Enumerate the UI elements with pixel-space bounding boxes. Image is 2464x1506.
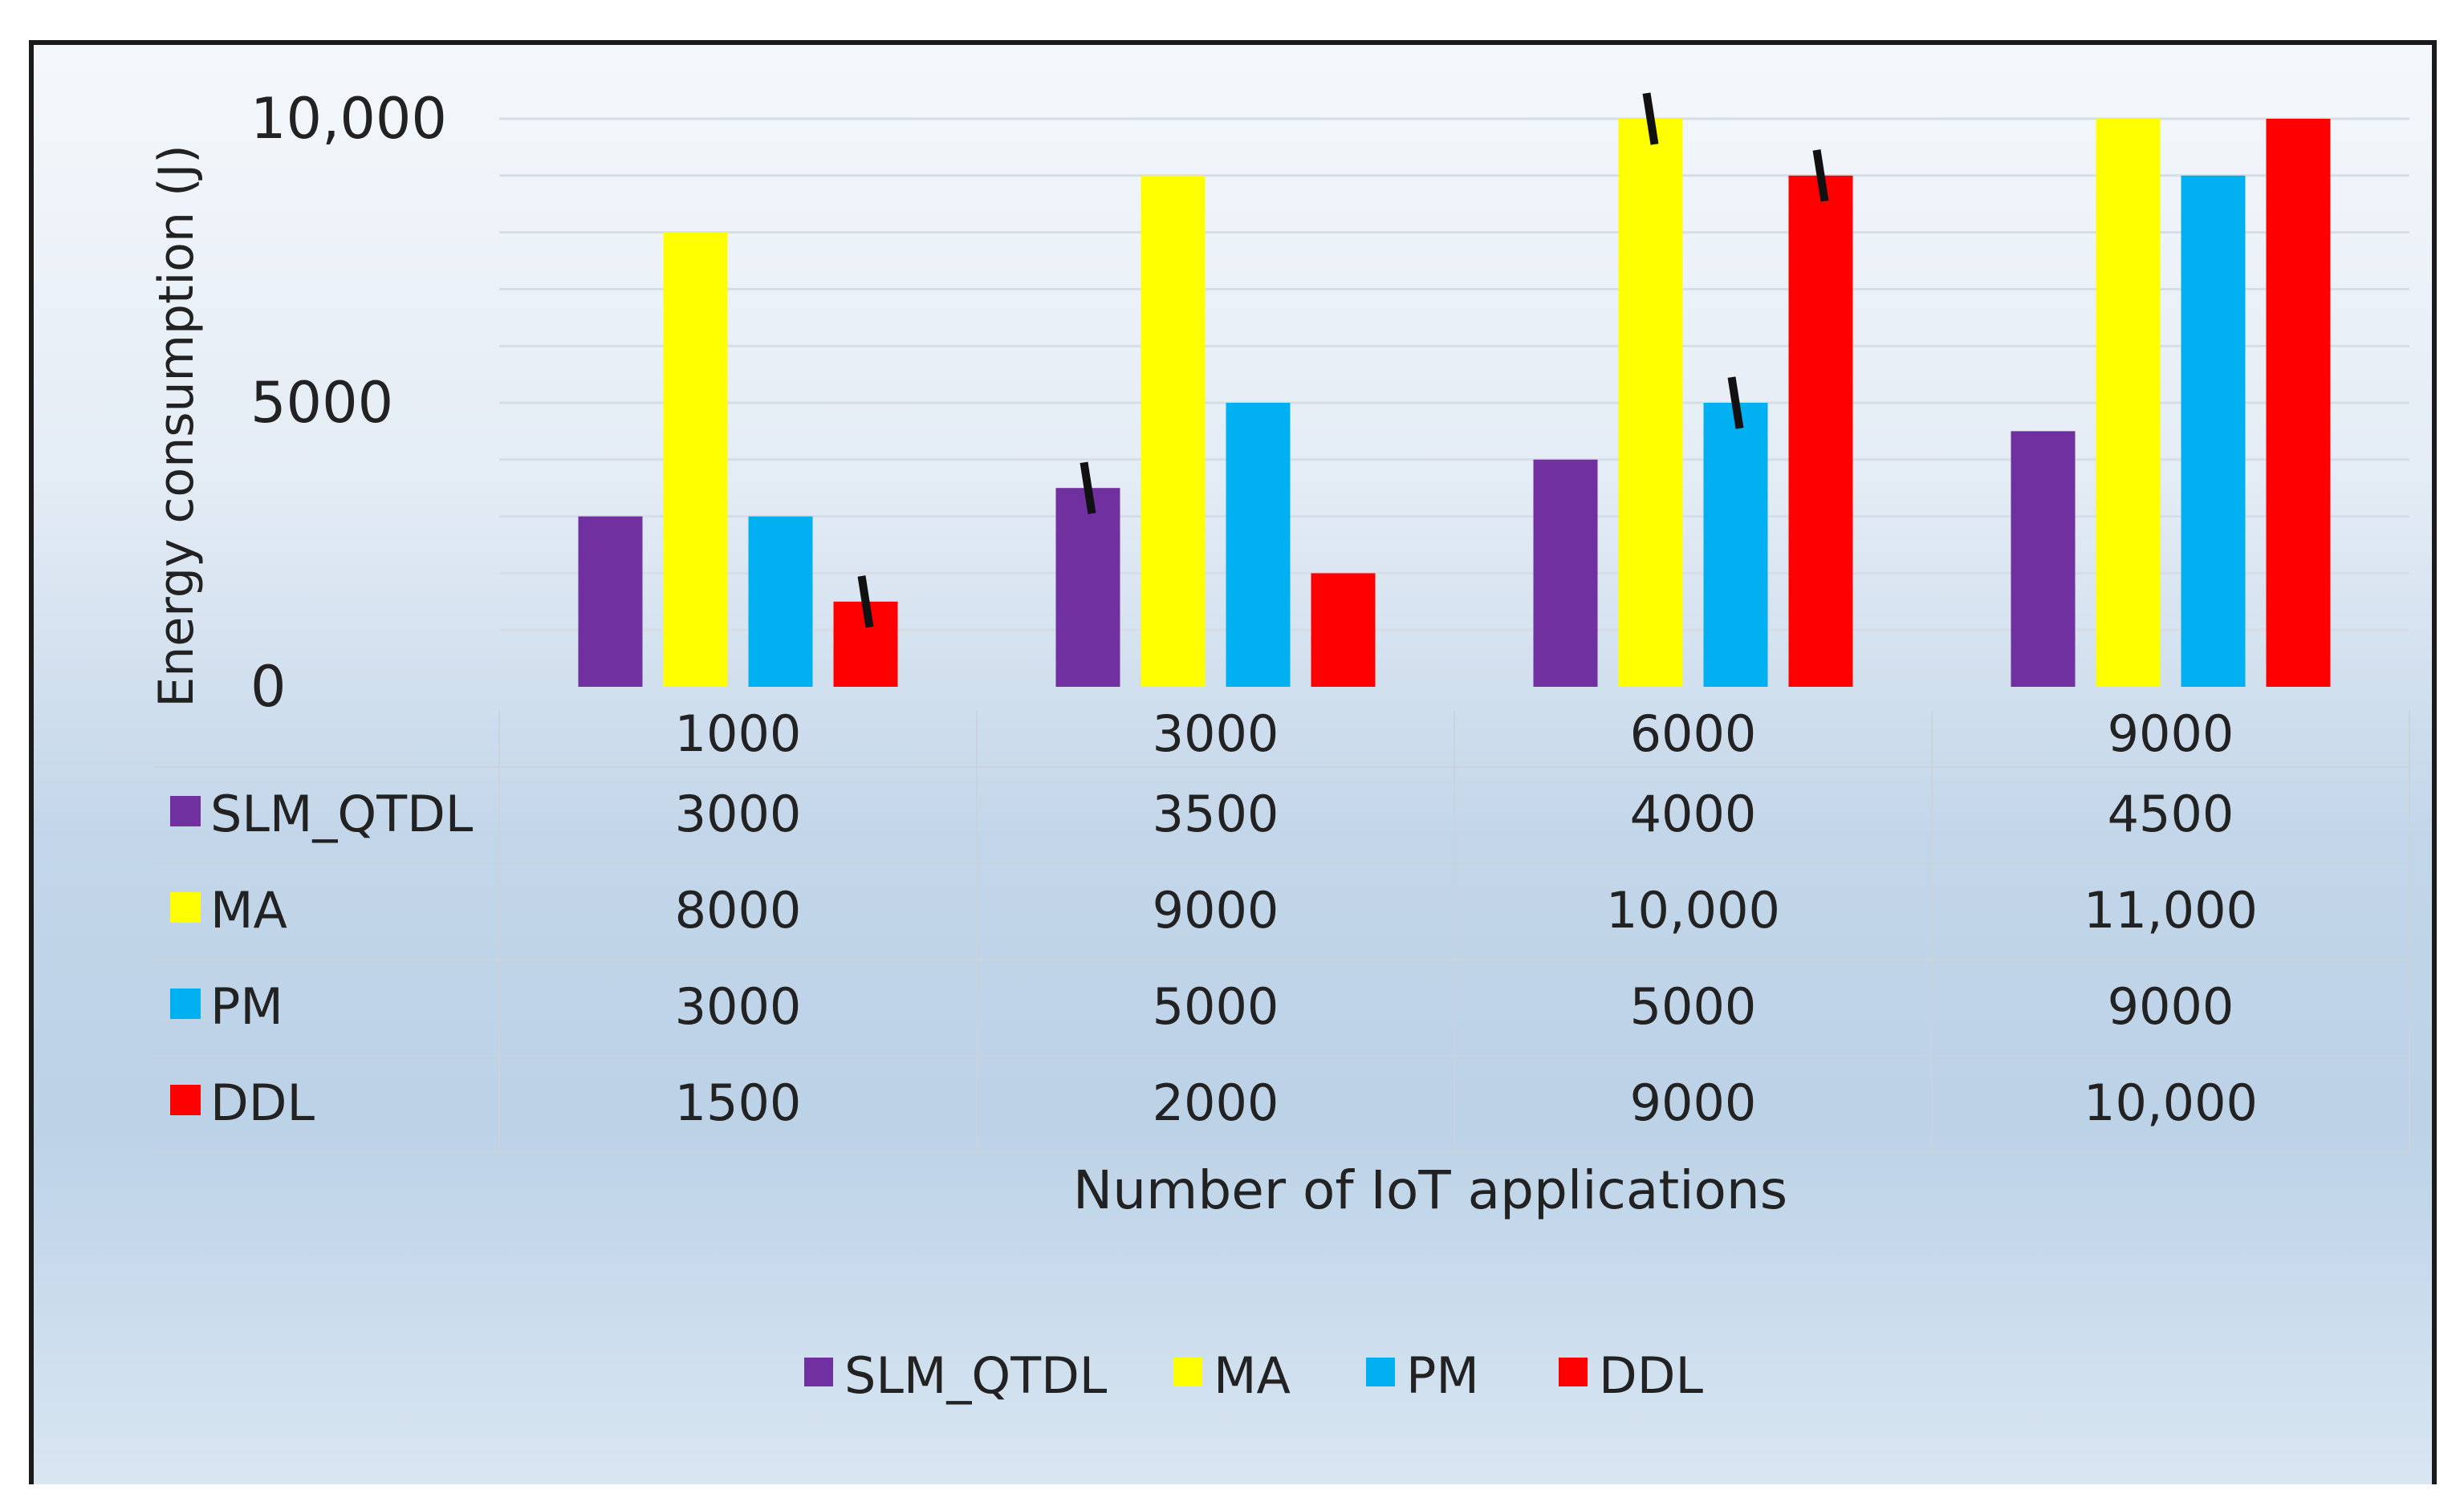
table-legend-key [170,892,201,923]
table-legend-key [170,796,201,826]
bar [1788,175,1853,688]
y-tick-label: 10,000 [250,86,447,152]
table-cell: 8000 [675,881,802,940]
bar [1226,403,1291,687]
chart-frame: 0 5000 10,000 1000 3000 6000 9000 SLM_QTDL 300… [29,40,2437,1484]
table-cell: 2000 [1153,1074,1279,1132]
bar [2266,119,2331,687]
table-legend-key [170,1085,201,1115]
bar [578,516,643,687]
table-cell: 9000 [1153,881,1279,940]
error-bar [1727,376,1744,429]
bar [1618,119,1683,687]
table-series-name: SLM_QTDL [210,785,474,843]
table-cell: 4500 [2108,785,2234,843]
legend: SLM_QTDL MA PM DDL [804,1346,1703,1405]
x-tick-label: 6000 [1630,704,1757,763]
legend-label: PM [1406,1346,1479,1405]
table-series-name: PM [210,977,283,1036]
table-cell: 10,000 [1606,881,1780,940]
bar [1703,403,1768,687]
error-bars [857,92,1829,628]
x-axis-label: Number of IoT applications [1073,1159,1787,1221]
table-cell: 4000 [1630,785,1757,843]
table-cell: 3500 [1153,785,1279,843]
legend-label: MA [1214,1346,1291,1405]
table-cell: 3000 [675,785,802,843]
table-cell: 9000 [2108,977,2234,1036]
bar [1533,459,1598,687]
bar [2096,119,2161,687]
bar [2011,431,2076,687]
error-bar [857,575,874,628]
gridlines [499,117,2409,631]
y-tick-label: 0 [250,654,287,720]
x-tick-label: 3000 [1153,704,1279,763]
table-cell: 1500 [675,1074,802,1132]
data-table: SLM_QTDL 3000 3500 4000 4500 MA 8000 9000 10,000… [170,785,2258,1132]
table-cell: 11,000 [2084,881,2258,940]
table-series-name: MA [210,881,287,940]
chart-svg: 0 5000 10,000 1000 3000 6000 9000 SLM_QTDL 300… [148,86,2410,1405]
legend-swatch [1366,1358,1395,1386]
table-legend-key [170,988,201,1019]
table-cell: 5000 [1630,977,1757,1036]
legend-label: DDL [1599,1346,1703,1405]
table-cell: 5000 [1153,977,1279,1036]
table-cell: 10,000 [2084,1074,2258,1132]
bar [1311,573,1376,687]
bar [663,232,728,688]
legend-swatch [804,1358,833,1386]
y-axis-label: Energy consumption (J) [148,144,205,707]
legend-swatch [1559,1358,1588,1386]
bar [748,516,813,687]
y-tick-label: 5000 [250,370,393,436]
bar [1055,488,1120,687]
x-tick-label: 1000 [675,704,802,763]
table-cell: 3000 [675,977,802,1036]
legend-swatch [1173,1358,1202,1386]
error-bar [1642,92,1659,145]
error-bar [1080,461,1096,514]
table-series-name: DDL [210,1074,315,1132]
legend-label: SLM_QTDL [844,1346,1108,1405]
x-tick-label: 9000 [2108,704,2234,763]
table-cell: 9000 [1630,1074,1757,1132]
data-table-lines [154,711,2410,1153]
bar [1141,175,1206,688]
x-axis-category-labels: 1000 3000 6000 9000 [675,704,2234,763]
bars [578,119,2331,688]
error-bar [1812,149,1829,202]
bar [2181,175,2246,688]
y-axis-ticks: 0 5000 10,000 [250,86,447,720]
